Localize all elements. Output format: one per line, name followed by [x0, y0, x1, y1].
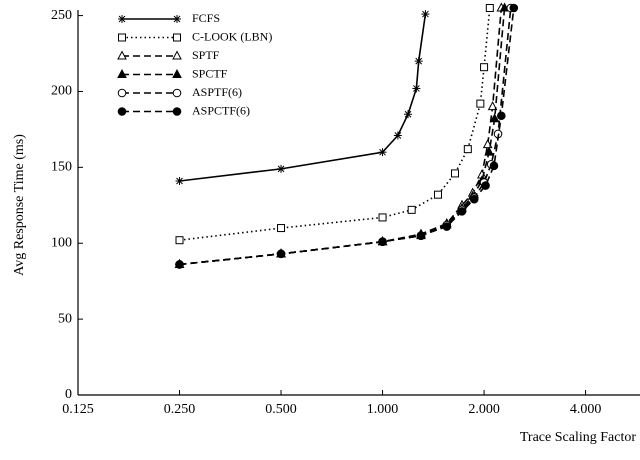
marker [175, 177, 184, 186]
marker [404, 110, 413, 119]
marker [481, 181, 490, 190]
marker [463, 145, 472, 154]
x-axis-label: Trace Scaling Factor [520, 430, 636, 445]
legend: FCFS C-LOOK (LBN) SPTF SPCTF ASPTF(6) ASPCTF(… [117, 11, 272, 117]
legend-label: SPTF [192, 48, 220, 62]
marker [117, 50, 127, 60]
marker [421, 10, 430, 19]
x-tick-label: 2.000 [468, 402, 500, 417]
series-line [179, 7, 506, 266]
marker [172, 88, 182, 98]
marker [117, 107, 127, 116]
y-tick-label: 200 [51, 84, 72, 99]
marker [480, 63, 489, 72]
y-tick-label: 150 [51, 160, 72, 175]
y-tick-label: 250 [51, 8, 72, 23]
y-tick-label: 50 [58, 311, 72, 326]
legend-label: ASPTF(6) [192, 85, 242, 99]
marker [172, 107, 182, 116]
x-tick-label: 0.250 [164, 402, 196, 417]
marker [407, 205, 416, 214]
marker [118, 15, 126, 23]
y-tick-label: 0 [65, 387, 72, 402]
legend-label: ASPCTF(6) [192, 103, 250, 117]
marker [118, 33, 126, 42]
marker [393, 131, 402, 140]
series-line [179, 7, 512, 266]
marker [489, 161, 499, 171]
legend-label: FCFS [192, 11, 220, 25]
marker [484, 146, 494, 156]
plot-area [174, 2, 519, 269]
series-line [179, 7, 515, 266]
y-tick-label: 100 [51, 235, 72, 250]
marker [277, 224, 286, 233]
marker [433, 190, 442, 199]
marker [378, 213, 387, 222]
marker [378, 237, 387, 247]
marker [117, 88, 127, 98]
x-tick-label: 1.000 [367, 402, 399, 417]
series-line [179, 13, 427, 182]
marker [451, 169, 460, 178]
marker [175, 260, 184, 269]
marker [172, 50, 182, 60]
marker [277, 164, 286, 173]
marker [485, 4, 494, 12]
series-line [179, 7, 491, 241]
marker [378, 148, 387, 157]
x-tick-label: 0.500 [265, 402, 297, 417]
y-axis-label: Avg Response Time (ms) [12, 134, 27, 276]
marker [172, 68, 182, 78]
marker [509, 3, 519, 13]
x-tick-label: 4.000 [570, 402, 602, 417]
marker [497, 111, 506, 121]
marker [117, 68, 127, 78]
marker [416, 231, 426, 240]
marker [487, 101, 498, 111]
marker [173, 33, 181, 42]
marker [442, 222, 452, 231]
marker [476, 99, 485, 108]
marker [175, 236, 184, 245]
marker [173, 15, 181, 23]
x-tick-label: 0.125 [62, 402, 94, 417]
marker [489, 113, 500, 123]
legend-label: C-LOOK (LBN) [192, 29, 272, 43]
marker [469, 194, 479, 204]
marker [457, 207, 467, 216]
series-line [179, 7, 503, 266]
marker [414, 57, 423, 66]
marker [412, 84, 421, 93]
marker [276, 249, 286, 259]
legend-label: SPCTF [192, 66, 228, 80]
